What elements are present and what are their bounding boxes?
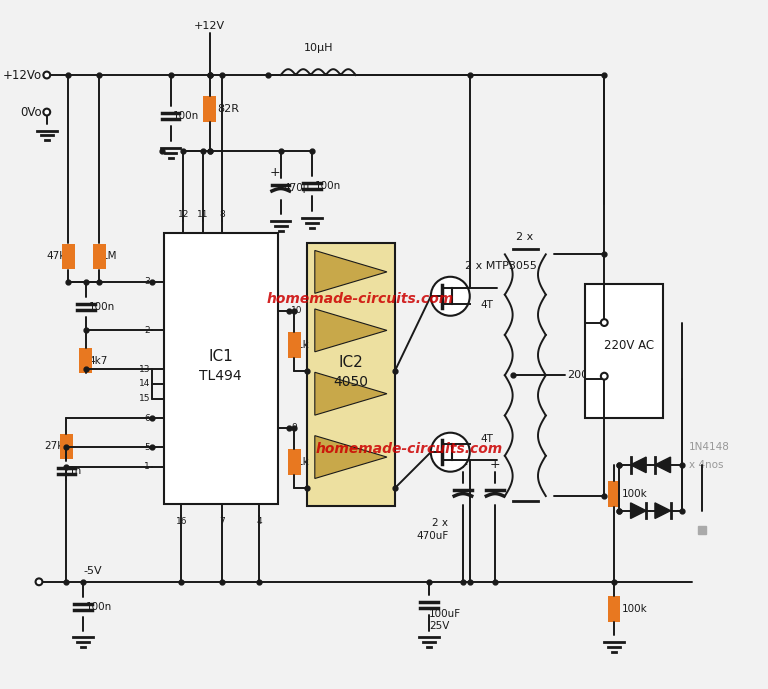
Bar — [607, 482, 621, 507]
Polygon shape — [315, 372, 387, 415]
Polygon shape — [655, 457, 670, 473]
Bar — [164, 233, 278, 504]
Text: 8: 8 — [220, 210, 225, 219]
Text: 3: 3 — [144, 277, 150, 286]
Polygon shape — [655, 503, 670, 518]
Circle shape — [43, 72, 50, 79]
Text: 100n: 100n — [315, 181, 341, 191]
Bar — [584, 284, 663, 418]
Text: 2 x: 2 x — [516, 232, 533, 242]
Text: 4k7: 4k7 — [88, 356, 108, 366]
Text: 7: 7 — [220, 517, 225, 526]
Text: 100n: 100n — [88, 302, 115, 312]
Polygon shape — [315, 250, 387, 294]
Text: +12Vo: +12Vo — [3, 68, 42, 81]
Text: 4T: 4T — [480, 300, 493, 310]
Text: 11: 11 — [197, 210, 208, 219]
Text: 82R: 82R — [217, 104, 240, 114]
Text: 13: 13 — [138, 365, 150, 374]
Text: 4050: 4050 — [333, 375, 369, 389]
Bar — [307, 243, 395, 506]
Text: 100k: 100k — [622, 489, 647, 499]
Text: x 4nos: x 4nos — [689, 460, 723, 470]
Text: IC1: IC1 — [208, 349, 233, 364]
Text: 2 x: 2 x — [432, 518, 449, 528]
Text: 1M: 1M — [101, 251, 117, 261]
Bar — [204, 96, 216, 122]
Text: 470μ: 470μ — [283, 183, 310, 193]
Polygon shape — [631, 457, 646, 473]
Text: 1k: 1k — [297, 340, 310, 350]
Bar — [79, 348, 92, 373]
Polygon shape — [631, 503, 646, 518]
Bar — [607, 597, 621, 621]
Text: 2 x MTP3055: 2 x MTP3055 — [465, 261, 537, 271]
Polygon shape — [315, 435, 387, 478]
Text: 16: 16 — [176, 517, 187, 526]
Text: 1n: 1n — [69, 466, 82, 475]
Text: 100uF: 100uF — [429, 609, 461, 619]
Text: -5V: -5V — [83, 566, 102, 576]
Circle shape — [431, 433, 470, 472]
Text: +: + — [270, 166, 280, 179]
Circle shape — [35, 578, 42, 585]
Text: homemade-circuits.com: homemade-circuits.com — [267, 292, 454, 306]
Text: 0Vo: 0Vo — [20, 105, 42, 119]
Text: 25V: 25V — [429, 621, 449, 631]
Text: 9: 9 — [291, 423, 297, 432]
Text: homemade-circuits.com: homemade-circuits.com — [316, 442, 503, 456]
Text: 6: 6 — [144, 413, 150, 422]
Text: 10μH: 10μH — [303, 43, 333, 52]
Text: 100n: 100n — [86, 602, 112, 612]
Circle shape — [601, 373, 607, 380]
Text: TL494: TL494 — [200, 369, 242, 383]
Circle shape — [601, 319, 607, 326]
Bar — [93, 244, 106, 269]
Text: 1k: 1k — [297, 457, 310, 467]
Text: 15: 15 — [138, 394, 150, 403]
Text: 100k: 100k — [622, 604, 647, 614]
Text: 12: 12 — [177, 210, 189, 219]
Text: 10: 10 — [291, 307, 303, 316]
Text: 100n: 100n — [173, 111, 199, 121]
Text: 220V AC: 220V AC — [604, 340, 654, 353]
Text: 5: 5 — [144, 443, 150, 452]
Text: 2: 2 — [144, 326, 150, 335]
Text: +: + — [490, 458, 501, 471]
Text: 14: 14 — [139, 380, 150, 389]
Text: 27k: 27k — [44, 442, 63, 451]
Bar — [288, 449, 300, 475]
Text: 1: 1 — [144, 462, 150, 471]
Bar — [60, 433, 73, 459]
Bar — [288, 332, 300, 358]
Text: 470uF: 470uF — [416, 531, 449, 541]
Text: +12V: +12V — [194, 21, 225, 31]
Text: 4T: 4T — [480, 435, 493, 444]
Text: 200: 200 — [568, 370, 588, 380]
Bar — [62, 244, 74, 269]
Text: 4: 4 — [257, 517, 262, 526]
Text: +: + — [458, 458, 468, 471]
Text: 1N4148: 1N4148 — [689, 442, 730, 452]
Circle shape — [431, 277, 470, 316]
Text: IC2: IC2 — [339, 355, 363, 370]
Polygon shape — [315, 309, 387, 352]
Circle shape — [43, 109, 50, 116]
Text: 47k: 47k — [47, 251, 66, 261]
